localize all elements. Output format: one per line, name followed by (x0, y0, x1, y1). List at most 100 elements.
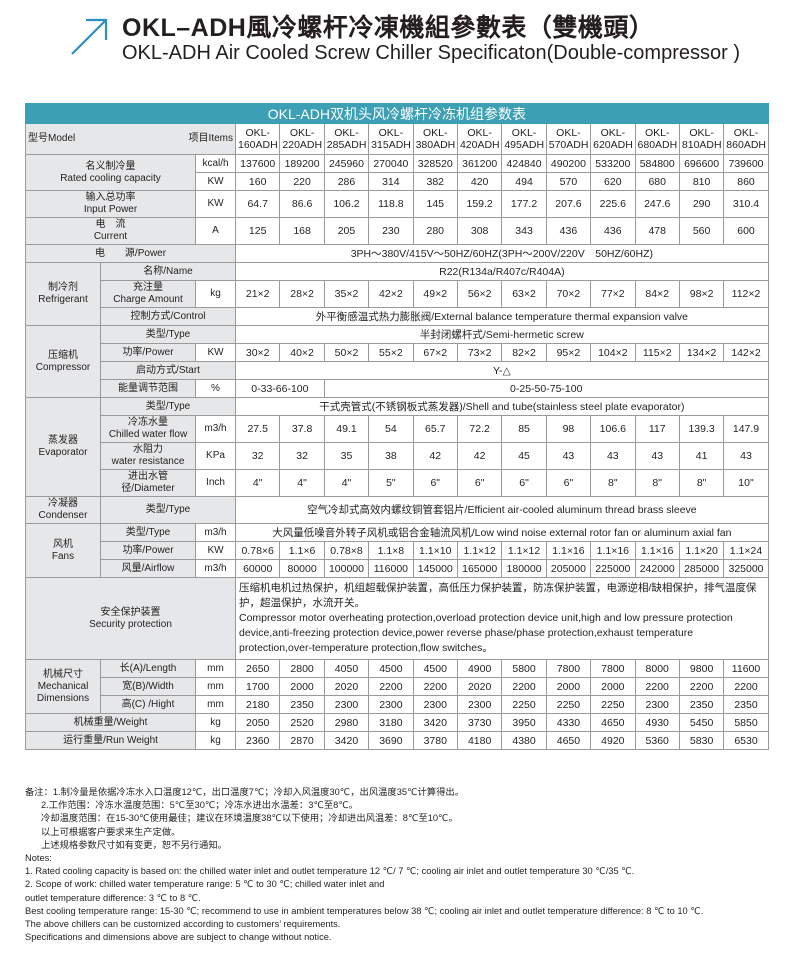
value: 168 (279, 217, 325, 245)
value: 100000 (323, 559, 370, 578)
row-label: 控制方式/Control (100, 307, 236, 326)
value: 286 (323, 172, 370, 191)
value: 680 (634, 172, 680, 191)
value: 285000 (678, 559, 725, 578)
value: 1.1×12 (456, 541, 503, 560)
table-caption: OKL-ADH双机头风冷螺杆冷冻机组参数表 (25, 103, 769, 124)
value: 35 (323, 442, 370, 470)
value: 270040 (368, 154, 414, 173)
value: 7800 (590, 659, 636, 678)
spec-row: 电 源/Power 3PH～380V/415V～50HZ/60HZ(3PH～200… (25, 244, 769, 263)
value: 0.78×6 (234, 541, 281, 560)
value: 494 (501, 172, 547, 191)
value: 205 (323, 217, 370, 245)
notes-cn: 备注：1.制冷量是依据冷冻水入口温度12℃，出口温度7℃；冷却入风温度30℃，出… (25, 786, 785, 852)
note-line: 冷却温度范围：在15-30℃使用最佳；建议在环境温度38℃以下使用；冷却进出风温… (41, 813, 458, 824)
value: 2200 (368, 677, 414, 696)
value: 64.7 (234, 190, 281, 218)
unit: KW (195, 343, 236, 362)
value: 干式壳管式(不锈钢板式蒸发器)/Shell and tube(stainless… (235, 397, 769, 416)
spec-row: 控制方式/Control 外平衡感温式热力膨胀阀/External balance… (26, 307, 769, 326)
value: 6" (545, 469, 592, 497)
value: 328520 (412, 154, 458, 173)
spec-row: 输入总功率 Input Power KW 64.7 86.6 106.2 118.8 145… (25, 190, 769, 218)
caption-row: OKL-ADH双机头风冷螺杆冷冻机组参数表 (25, 103, 769, 124)
spec-row: 功率/Power KW 0.78×6 1.1×6 0.78×8 1.1×8 1.1×10 1.… (26, 541, 769, 560)
value: 4650 (545, 731, 592, 750)
value: 空气冷却式高效内螺纹铜管套铝片/Efficient air-cooled alu… (235, 496, 769, 524)
value: 139.3 (678, 415, 725, 443)
section-label: 输入总功率 Input Power (25, 190, 196, 218)
spec-row: 电 流 Current A 125 168 205 230 280 308 343 436 436 4… (25, 217, 769, 245)
unit: A (195, 217, 236, 245)
value: 1.1×6 (279, 541, 325, 560)
value: 7800 (545, 659, 592, 678)
section-label: 名义制冷量 Rated cooling capacity (25, 154, 196, 191)
value: 72.2 (456, 415, 503, 443)
unit: Inch (195, 469, 236, 497)
model-name: OKL- 810ADH (678, 123, 725, 155)
section-label: 运行重量/Run Weight (25, 731, 196, 750)
value: 290 (678, 190, 725, 218)
value: 70×2 (545, 280, 592, 308)
note-line: 2.工作范围：冷冻水温度范围：5℃至30℃；冷冻水进出水温差：3℃至8℃。 (41, 800, 359, 811)
value: 620 (590, 172, 636, 191)
unit: mm (195, 659, 236, 678)
value: 180000 (501, 559, 547, 578)
value: 1.1×10 (412, 541, 458, 560)
row-label: 高(C) /Hight (100, 695, 196, 714)
value: 85 (501, 415, 547, 443)
value: 5850 (723, 713, 769, 732)
row-label: 长(A)/Length (100, 659, 196, 678)
value: 2000 (279, 677, 325, 696)
value: 84×2 (634, 280, 680, 308)
value: 2350 (723, 695, 769, 714)
row-label: 类型/Type (100, 496, 236, 524)
spec-row: 冷凝器 Condenser 类型/Type 空气冷却式高效内螺纹铜管套铝片/Effi… (25, 496, 769, 524)
value: 177.2 (501, 190, 547, 218)
spec-row: 宽(B)/Width mm 1700 2000 2020 2200 2200 2020 2200… (26, 677, 769, 696)
value: 134×2 (678, 343, 725, 362)
spec-row: 功率/Power KW 30×2 40×2 50×2 55×2 67×2 73×2 82×2 95… (26, 343, 769, 362)
value: 43 (545, 442, 592, 470)
value: 2520 (279, 713, 325, 732)
value: 3180 (368, 713, 414, 732)
row-label: 冷冻水量 Chilled water flow (100, 415, 196, 443)
row-label: 功率/Power (100, 541, 196, 560)
value: 50×2 (323, 343, 370, 362)
value: 95×2 (545, 343, 592, 362)
value: 6530 (723, 731, 769, 750)
value: 32 (234, 442, 281, 470)
row-label: 类型/Type (100, 523, 196, 542)
value: 55×2 (368, 343, 414, 362)
value: 21×2 (234, 280, 281, 308)
unit: kg (195, 731, 236, 750)
value: 32 (279, 442, 325, 470)
value: 67×2 (412, 343, 458, 362)
value: 28×2 (279, 280, 325, 308)
value: 60000 (234, 559, 281, 578)
spec-row: 风量/Airflow m3/h 60000 80000 100000 116000 1450… (26, 559, 769, 578)
value: 205000 (545, 559, 592, 578)
value: 4500 (368, 659, 414, 678)
model-label: 型号Model (28, 133, 76, 144)
value: 584800 (634, 154, 680, 173)
value: 2000 (590, 677, 636, 696)
value: 2300 (412, 695, 458, 714)
value: 5450 (678, 713, 725, 732)
row-label: 进出水管径/Diameter (100, 469, 196, 497)
spec-row: 水阻力 water resistance KPa 32 32 35 38 42 42 45 43 4… (26, 442, 769, 470)
value: 2200 (678, 677, 725, 696)
value: 2200 (412, 677, 458, 696)
value: 478 (634, 217, 680, 245)
value: 38 (368, 442, 414, 470)
value: 280 (412, 217, 458, 245)
model-name: OKL- 570ADH (545, 123, 592, 155)
value: 4" (234, 469, 281, 497)
spec-table: OKL-ADH双机头风冷螺杆冷冻机组参数表 型号Model 项目Items OKL- … (25, 103, 769, 750)
value: 436 (590, 217, 636, 245)
model-name: OKL- 380ADH (412, 123, 458, 155)
row-label: 功率/Power (100, 343, 196, 362)
value: 3690 (368, 731, 414, 750)
